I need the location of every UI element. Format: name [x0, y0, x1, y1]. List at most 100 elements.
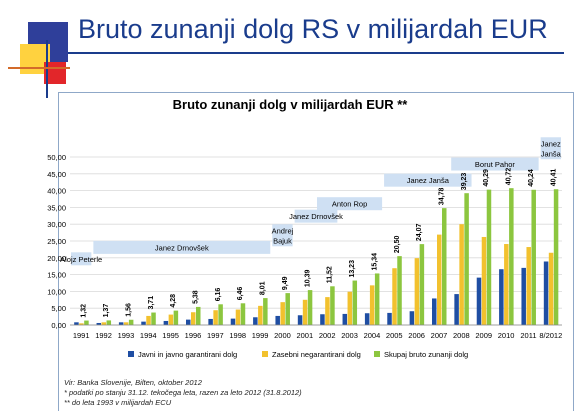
total-value-label: 4,28 [170, 294, 177, 308]
bar-total [307, 290, 313, 325]
legend-label: Skupaj bruto zunanji dolg [384, 350, 468, 359]
bar-total [240, 303, 246, 325]
total-value-label: 24,07 [416, 224, 423, 242]
bar-total [151, 312, 156, 325]
bar-public [163, 320, 169, 325]
bar-public [454, 294, 459, 325]
bar-public [432, 298, 437, 325]
total-value-label: 3,71 [148, 296, 155, 310]
bar-public [230, 318, 236, 325]
title-underline [68, 52, 564, 54]
bar-total [419, 244, 425, 325]
government-band [294, 209, 338, 223]
bar-private [280, 302, 285, 325]
x-tick-label: 1993 [118, 331, 135, 340]
x-tick-label: 2010 [498, 331, 515, 340]
footnote-source: Vir: Banka Slovenije, Bilten, oktober 20… [64, 378, 202, 387]
y-tick-label: 50,00 [47, 153, 66, 162]
bar-total [352, 280, 358, 325]
total-value-label: 9,49 [282, 276, 289, 290]
total-value-label: 15,34 [371, 253, 378, 271]
bar-private [258, 305, 263, 325]
government-label: Anton Rop [332, 200, 367, 209]
bar-public [253, 317, 258, 325]
bar-private [437, 234, 442, 325]
government-label: Janez Drnovšek [289, 212, 343, 221]
total-value-label: 34,78 [439, 188, 446, 206]
x-tick-label: 2005 [386, 331, 403, 340]
x-tick-label: 2002 [319, 331, 336, 340]
y-tick-label: 35,00 [47, 203, 66, 212]
bar-public [521, 267, 526, 325]
footnote-2: ** do leta 1993 v milijardah ECU [64, 398, 172, 407]
x-tick-label: 1999 [252, 331, 269, 340]
total-value-label: 11,52 [327, 266, 334, 283]
bar-public [543, 261, 549, 325]
decor-vertical-line [46, 40, 48, 98]
total-value-label: 8,01 [260, 281, 267, 295]
bar-public [74, 322, 79, 325]
x-tick-label: 2007 [431, 331, 448, 340]
x-tick-label: 8/2012 [539, 331, 562, 340]
legend-label: Zasebni negarantirani dolg [272, 350, 361, 359]
bar-private [481, 236, 487, 325]
total-value-label: 40,24 [528, 169, 535, 187]
x-tick-label: 1996 [185, 331, 202, 340]
decor-horizontal-line [8, 67, 70, 69]
slide-title: Bruto zunanji dolg RS v milijardah EUR [78, 14, 548, 44]
x-tick-label: 1997 [207, 331, 224, 340]
bar-total [263, 298, 268, 325]
bar-total [285, 293, 290, 325]
government-label: Andrej [272, 226, 294, 235]
x-tick-label: 1992 [95, 331, 112, 340]
x-tick-label: 2004 [364, 331, 381, 340]
y-tick-label: 40,00 [47, 187, 66, 196]
government-band [540, 137, 561, 160]
bar-total [196, 306, 201, 325]
bar-private [101, 322, 107, 325]
bar-total [128, 319, 134, 325]
bar-public [364, 313, 370, 325]
y-tick-label: 5,00 [51, 304, 66, 313]
government-label: Bajuk [273, 236, 292, 245]
bar-private [369, 285, 375, 325]
government-label: Janez [541, 139, 561, 148]
bar-total [442, 208, 447, 325]
bar-public [96, 322, 102, 325]
government-label: Janez Janša [407, 176, 450, 185]
bar-total [464, 193, 469, 325]
bar-total [531, 189, 536, 325]
government-band [384, 173, 472, 187]
total-value-label: 40,41 [550, 169, 557, 187]
total-value-label: 40,29 [483, 169, 490, 187]
total-value-label: 10,39 [304, 269, 311, 287]
total-value-label: 40,72 [506, 168, 513, 186]
bar-private [548, 252, 554, 325]
bar-public [118, 322, 124, 325]
total-value-label: 1,56 [125, 303, 132, 317]
bar-private [459, 224, 464, 325]
y-tick-label: 45,00 [47, 170, 66, 179]
total-value-label: 6,16 [215, 288, 222, 302]
bar-private [213, 310, 218, 325]
bar-private [191, 312, 196, 325]
legend-swatch [128, 351, 134, 357]
y-tick-label: 0,00 [51, 321, 66, 330]
bar-public [499, 269, 504, 325]
y-tick-label: 25,00 [47, 237, 66, 246]
y-tick-label: 30,00 [47, 220, 66, 229]
bar-public [342, 313, 348, 325]
government-band [451, 157, 539, 171]
total-value-label: 1,37 [103, 304, 110, 318]
y-tick-label: 15,00 [47, 271, 66, 280]
bar-private [526, 247, 531, 325]
government-band [272, 224, 293, 247]
bar-total [84, 320, 89, 325]
government-label: Janša [541, 149, 562, 158]
legend-label: Javni in javno garantirani dolg [138, 350, 237, 359]
bar-public [387, 312, 392, 325]
y-tick-label: 20,00 [47, 254, 66, 263]
bar-private [504, 244, 509, 325]
bar-public [476, 277, 482, 325]
